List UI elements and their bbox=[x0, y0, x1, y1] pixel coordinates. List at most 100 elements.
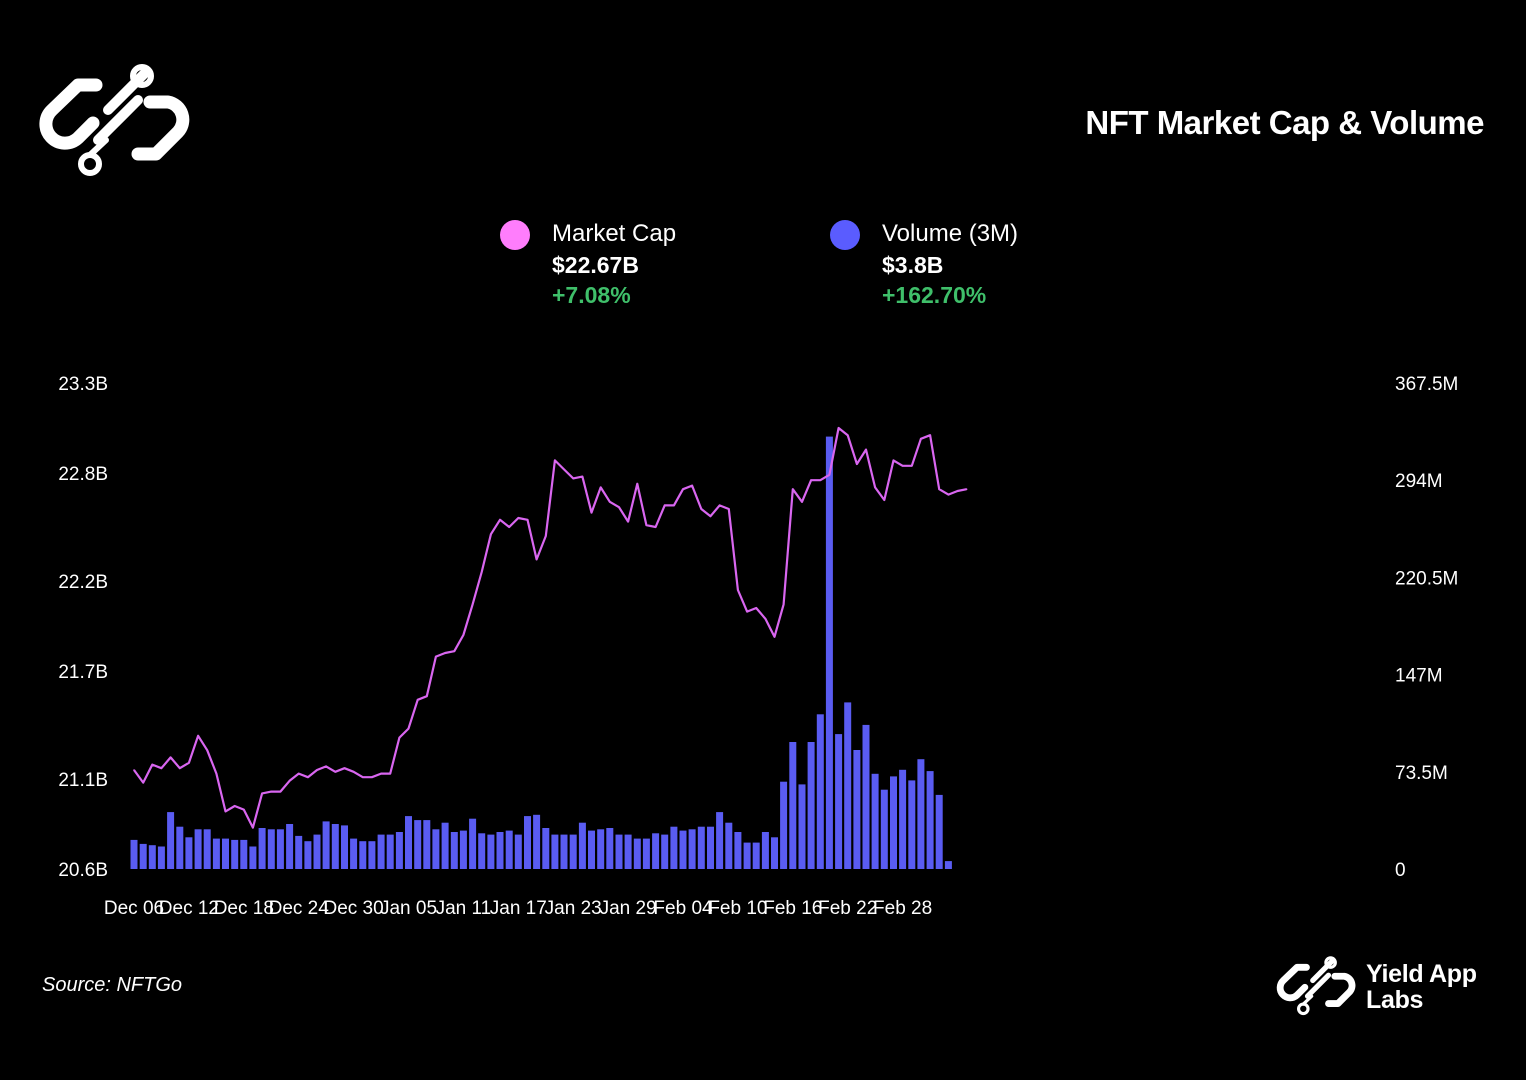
left-tick-label: 20.6B bbox=[58, 860, 108, 881]
market-cap-point bbox=[526, 519, 529, 521]
volume-bar bbox=[825, 436, 833, 869]
volume-bar bbox=[368, 841, 376, 869]
market-cap-point bbox=[490, 533, 492, 535]
volume-bar bbox=[505, 830, 513, 869]
volume-bar bbox=[606, 828, 614, 869]
market-cap-point bbox=[416, 699, 419, 701]
volume-bar bbox=[926, 771, 934, 869]
volume-bar bbox=[725, 822, 733, 869]
volume-bar bbox=[780, 781, 788, 869]
x-tick-label: Jan 17 bbox=[490, 898, 547, 919]
volume-bar bbox=[322, 821, 330, 869]
market-cap-point bbox=[380, 772, 382, 775]
volume-bar bbox=[524, 816, 531, 869]
market-cap-point bbox=[279, 790, 282, 793]
x-tick-label: Jan 05 bbox=[380, 898, 437, 919]
volume-bar bbox=[176, 826, 184, 869]
legend-volume-name: Volume (3M) bbox=[882, 220, 1019, 247]
market-cap-point bbox=[151, 763, 154, 766]
market-cap-point bbox=[371, 776, 373, 778]
volume-bar bbox=[359, 841, 367, 869]
market-cap-point bbox=[480, 571, 483, 573]
market-cap-point bbox=[956, 490, 959, 492]
market-cap-point bbox=[288, 780, 291, 782]
volume-bar bbox=[377, 834, 385, 869]
market-cap-point bbox=[737, 589, 739, 591]
market-cap-point bbox=[901, 465, 904, 467]
volume-bar bbox=[569, 834, 577, 869]
volume-bar bbox=[707, 826, 714, 869]
market-cap-dot-icon bbox=[500, 220, 530, 250]
volume-bar bbox=[935, 794, 943, 869]
market-cap-point bbox=[188, 762, 190, 764]
market-cap-point bbox=[819, 479, 822, 482]
market-cap-point bbox=[362, 776, 364, 778]
right-tick-label: 220.5M bbox=[1395, 568, 1458, 589]
market-cap-point bbox=[142, 781, 144, 784]
volume-bar bbox=[944, 861, 952, 869]
market-cap-point bbox=[435, 655, 437, 658]
volume-bar bbox=[139, 843, 147, 869]
volume-bar bbox=[661, 834, 669, 869]
market-cap-point bbox=[618, 506, 620, 509]
x-tick-label: Feb 28 bbox=[873, 898, 932, 919]
volume-bar bbox=[533, 814, 541, 869]
market-cap-series-line bbox=[133, 426, 967, 829]
market-cap-point bbox=[590, 511, 593, 514]
volume-bar bbox=[835, 734, 843, 869]
right-tick-label: 147M bbox=[1395, 666, 1443, 687]
volume-bar bbox=[743, 842, 751, 869]
source-note: Source: NFTGo bbox=[42, 974, 183, 996]
x-tick-label: Jan 11 bbox=[436, 898, 492, 919]
volume-bar bbox=[798, 784, 806, 869]
chart-title: NFT Market Cap & Volume bbox=[1085, 104, 1484, 141]
x-tick-label: Dec 12 bbox=[159, 898, 219, 919]
x-tick-label: Dec 24 bbox=[269, 898, 330, 919]
market-cap-point bbox=[316, 769, 318, 771]
yield-app-brand-logo-icon bbox=[1276, 956, 1356, 1016]
volume-bar bbox=[395, 832, 403, 869]
volume-bar bbox=[441, 822, 449, 869]
volume-bar bbox=[231, 839, 239, 869]
volume-bar bbox=[286, 824, 294, 869]
market-cap-point bbox=[782, 603, 785, 606]
legend-market-cap-name: Market Cap bbox=[552, 220, 677, 247]
market-cap-point bbox=[892, 459, 895, 462]
market-cap-point bbox=[169, 756, 172, 759]
market-cap-point bbox=[453, 650, 456, 652]
volume-bar bbox=[679, 830, 687, 869]
market-cap-point bbox=[911, 465, 913, 467]
x-tick-label: Feb 04 bbox=[653, 898, 713, 919]
volume-bar bbox=[771, 837, 778, 869]
market-cap-point bbox=[389, 772, 392, 775]
market-cap-line bbox=[133, 426, 968, 829]
volume-bar bbox=[350, 838, 358, 869]
volume-bar bbox=[588, 830, 595, 869]
volume-bar bbox=[688, 829, 696, 869]
market-cap-point bbox=[252, 826, 254, 829]
volume-bar bbox=[450, 832, 458, 869]
market-cap-point bbox=[929, 434, 931, 437]
volume-bar bbox=[734, 832, 742, 869]
volume-bar bbox=[167, 812, 175, 869]
volume-bar bbox=[597, 829, 605, 869]
volume-bar bbox=[185, 837, 193, 869]
market-cap-point bbox=[673, 504, 675, 507]
volume-bar bbox=[578, 822, 586, 869]
market-cap-point bbox=[746, 610, 748, 613]
volume-bar bbox=[295, 835, 303, 869]
market-cap-point bbox=[243, 808, 245, 811]
market-cap-point bbox=[233, 805, 236, 807]
legend-volume-value: $3.8B bbox=[882, 252, 944, 278]
x-tick-label: Jan 23 bbox=[545, 898, 602, 919]
volume-bar bbox=[148, 845, 156, 869]
volume-bar bbox=[478, 833, 486, 869]
market-cap-point bbox=[874, 486, 876, 489]
market-cap-point bbox=[828, 474, 831, 476]
market-cap-point bbox=[846, 434, 849, 437]
right-tick-label: 294M bbox=[1395, 471, 1443, 492]
volume-bar bbox=[697, 826, 705, 869]
x-tick-label: Feb 10 bbox=[708, 898, 767, 919]
volume-bar bbox=[807, 742, 815, 869]
